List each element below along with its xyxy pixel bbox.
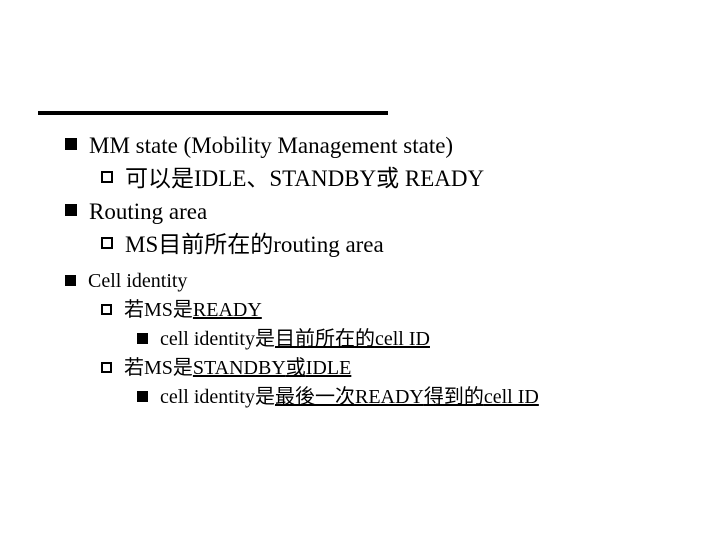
text: 可以是 xyxy=(125,166,194,191)
text: 目前所在的 xyxy=(158,232,273,257)
text: 若 xyxy=(124,299,144,321)
item-mm-state-sub: 可以是IDLE、STANDBY或 READY xyxy=(101,163,665,194)
item-cell-identity-ready: 若MS是READY xyxy=(101,297,665,324)
text: 若 xyxy=(124,357,144,379)
title-underline xyxy=(38,111,388,115)
text-underlined: READY xyxy=(355,386,424,408)
square-hollow-icon xyxy=(101,171,113,183)
item-text: cell identity是目前所在的cell ID xyxy=(160,326,430,353)
item-text: 若MS是STANDBY或IDLE xyxy=(124,355,351,382)
item-cell-identity-standby-idle: 若MS是STANDBY或IDLE xyxy=(101,355,665,382)
text: MS xyxy=(144,299,173,321)
text-underlined: IDLE xyxy=(306,357,352,379)
item-text: MM state (Mobility Management state) xyxy=(89,130,453,161)
text: MS xyxy=(125,232,158,257)
text: 或 xyxy=(376,166,405,191)
text-underlined: cell ID xyxy=(375,328,430,350)
text: IDLE xyxy=(194,166,246,191)
text: 是 xyxy=(255,386,275,408)
bullet-list: MM state (Mobility Management state) 可以是… xyxy=(65,130,665,413)
square-filled-icon xyxy=(65,275,76,286)
text: cell identity xyxy=(160,386,255,408)
square-hollow-icon xyxy=(101,362,112,373)
text-underlined: 目前所在的 xyxy=(275,328,375,350)
square-hollow-icon xyxy=(101,237,113,249)
item-text: cell identity是最後一次READY得到的cell ID xyxy=(160,384,539,411)
item-cell-identity-standby-idle-detail: cell identity是最後一次READY得到的cell ID xyxy=(137,384,665,411)
item-text: Routing area xyxy=(89,196,207,227)
item-text: MS目前所在的routing area xyxy=(125,229,384,260)
text: 是 xyxy=(173,299,193,321)
square-filled-icon xyxy=(65,138,77,150)
text-underlined: STANDBY xyxy=(193,357,286,379)
text: 是 xyxy=(255,328,275,350)
square-filled-icon xyxy=(137,391,148,402)
item-cell-identity: Cell identity xyxy=(65,268,665,295)
square-filled-icon xyxy=(137,333,148,344)
text: 、 xyxy=(246,166,269,191)
text: READY xyxy=(405,166,484,191)
item-text: Cell identity xyxy=(88,268,187,295)
text: routing area xyxy=(273,232,383,257)
item-mm-state: MM state (Mobility Management state) xyxy=(65,130,665,161)
text: STANDBY xyxy=(269,166,376,191)
slide: MM state (Mobility Management state) 可以是… xyxy=(0,0,720,540)
item-text: 若MS是READY xyxy=(124,297,262,324)
text: 是 xyxy=(173,357,193,379)
text: cell identity xyxy=(160,328,255,350)
item-routing-area-sub: MS目前所在的routing area xyxy=(101,229,665,260)
text-underlined: 得到的 xyxy=(424,386,484,408)
text-underlined: READY xyxy=(193,299,262,321)
item-cell-identity-ready-detail: cell identity是目前所在的cell ID xyxy=(137,326,665,353)
text-underlined: 或 xyxy=(286,357,306,379)
square-hollow-icon xyxy=(101,304,112,315)
square-filled-icon xyxy=(65,204,77,216)
item-text: 可以是IDLE、STANDBY或 READY xyxy=(125,163,484,194)
text-underlined: 最後一次 xyxy=(275,386,355,408)
text: MS xyxy=(144,357,173,379)
item-routing-area: Routing area xyxy=(65,196,665,227)
text-underlined: cell ID xyxy=(484,386,539,408)
